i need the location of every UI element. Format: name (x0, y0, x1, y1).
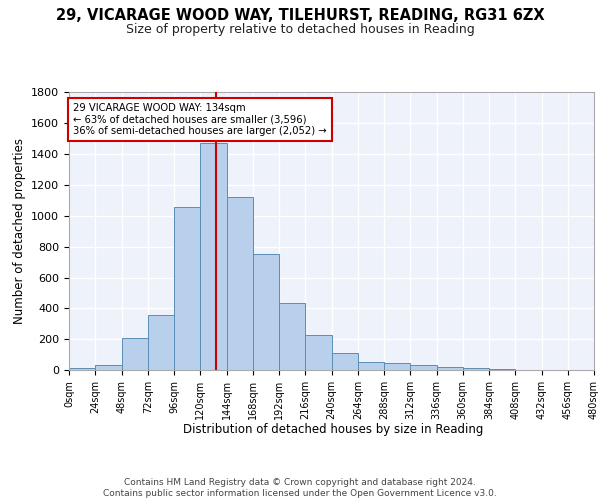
Bar (384, 363, 410, 370)
Bar (69, 368, 95, 370)
Bar (437, 367, 463, 370)
Bar (305, 336, 331, 370)
Bar (200, 144, 227, 370)
Bar (227, 198, 253, 370)
Bar (358, 362, 384, 370)
Bar (279, 303, 305, 370)
Bar (148, 316, 174, 370)
Bar (331, 353, 358, 370)
Bar (95, 365, 121, 370)
Text: Distribution of detached houses by size in Reading: Distribution of detached houses by size … (183, 422, 483, 436)
Bar (174, 206, 200, 370)
Text: Size of property relative to detached houses in Reading: Size of property relative to detached ho… (125, 22, 475, 36)
Bar (463, 368, 489, 370)
Text: 29 VICARAGE WOOD WAY: 134sqm
← 63% of detached houses are smaller (3,596)
36% of: 29 VICARAGE WOOD WAY: 134sqm ← 63% of de… (73, 104, 327, 136)
Bar (410, 366, 437, 370)
Y-axis label: Number of detached properties: Number of detached properties (13, 138, 26, 324)
Text: 29, VICARAGE WOOD WAY, TILEHURST, READING, RG31 6ZX: 29, VICARAGE WOOD WAY, TILEHURST, READIN… (56, 8, 544, 22)
Text: Contains HM Land Registry data © Crown copyright and database right 2024.
Contai: Contains HM Land Registry data © Crown c… (103, 478, 497, 498)
Bar (253, 254, 279, 370)
Bar (121, 338, 148, 370)
Bar (489, 369, 515, 370)
